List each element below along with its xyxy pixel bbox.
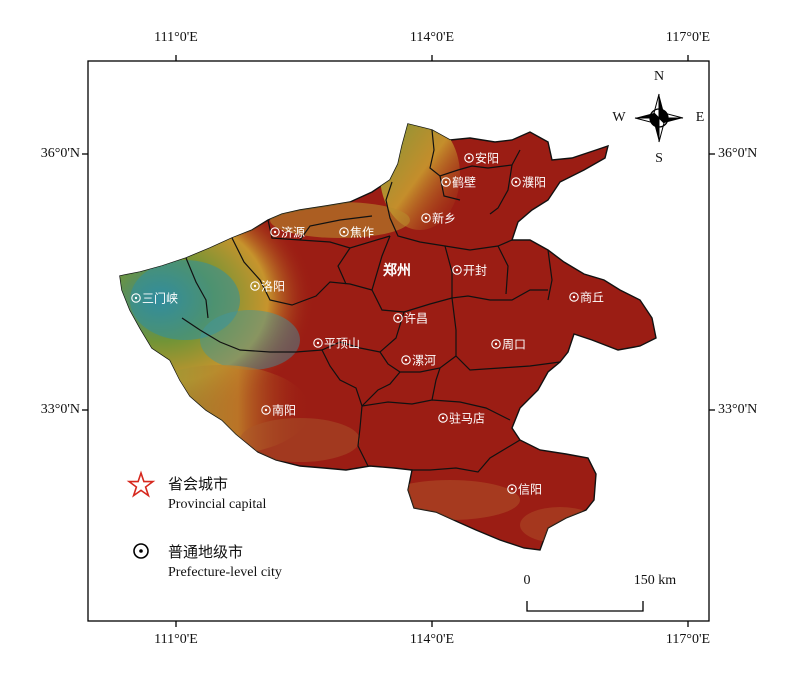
prefecture-city-marker-icon: [131, 293, 141, 303]
prefecture-city-label: 漯河: [412, 353, 437, 368]
prefecture-city-marker-icon: [393, 313, 403, 323]
legend-capital-en: Provincial capital: [168, 497, 267, 512]
legend-prefecture-icon: [133, 543, 149, 559]
top-lon-tick-label: 117°0'E: [665, 30, 711, 45]
right-lat-tick-label: 33°0'N: [718, 402, 758, 417]
prefecture-city-label: 鹤壁: [452, 175, 477, 190]
capital-city-label: 郑州: [383, 264, 411, 279]
prefecture-city-label: 许昌: [404, 311, 429, 326]
prefecture-city-marker-icon: [569, 292, 579, 302]
bottom-lon-tick-label: 117°0'E: [665, 632, 711, 647]
scale-bar: [526, 601, 644, 612]
top-lon-tick-label: 114°0'E: [409, 30, 455, 45]
left-lat-tick-label: 33°0'N: [40, 402, 80, 417]
prefecture-city-marker-icon: [401, 355, 411, 365]
prefecture-boundaries: [181, 129, 561, 473]
legend-prefecture-en: Prefecture-level city: [168, 565, 282, 580]
legend-capital-star-icon: [126, 470, 156, 498]
prefecture-city-label: 开封: [463, 263, 488, 278]
prefecture-city-marker-icon: [511, 177, 521, 187]
prefecture-city-label: 濮阳: [522, 175, 547, 190]
prefecture-city-label: 焦作: [350, 225, 375, 240]
prefecture-city-marker-icon: [438, 413, 448, 423]
prefecture-city-marker-icon: [339, 227, 349, 237]
prefecture-city-label: 济源: [281, 225, 306, 240]
map-frame: [87, 60, 710, 622]
prefecture-city-marker-icon: [250, 281, 260, 291]
prefecture-city-label: 驻马店: [449, 411, 486, 426]
top-lon-tick-label: 111°0'E: [154, 30, 198, 45]
prefecture-city-label: 南阳: [272, 403, 297, 418]
prefecture-city-marker-icon: [261, 405, 271, 415]
bottom-lon-tick-label: 111°0'E: [154, 632, 198, 647]
city-markers: [131, 153, 579, 494]
compass-west-label: W: [612, 110, 626, 125]
bottom-lon-tick-label: 114°0'E: [409, 632, 455, 647]
left-lat-tick-label: 36°0'N: [40, 146, 80, 161]
prefecture-city-label: 安阳: [475, 151, 500, 166]
legend-capital-cn: 省会城市: [168, 477, 229, 493]
scale-end-label: 150 km: [633, 573, 677, 588]
prefecture-city-label: 信阳: [518, 482, 543, 497]
prefecture-city-label: 三门峡: [142, 291, 179, 306]
prefecture-city-marker-icon: [507, 484, 517, 494]
prefecture-city-label: 周口: [502, 337, 527, 352]
scale-start-label: 0: [523, 573, 531, 588]
prefecture-city-label: 平顶山: [324, 336, 361, 351]
prefecture-city-marker-icon: [464, 153, 474, 163]
prefecture-city-marker-icon: [452, 265, 462, 275]
prefecture-city-label: 洛阳: [261, 279, 286, 294]
frame-ticks: [82, 55, 715, 627]
prefecture-city-marker-icon: [441, 177, 451, 187]
compass-north-label: N: [653, 69, 665, 84]
compass-south-label: S: [655, 151, 663, 166]
prefecture-city-marker-icon: [491, 339, 501, 349]
compass-rose: [634, 93, 684, 143]
prefecture-city-marker-icon: [270, 227, 280, 237]
prefecture-city-marker-icon: [421, 213, 431, 223]
right-lat-tick-label: 36°0'N: [718, 146, 758, 161]
compass-east-label: E: [695, 110, 705, 125]
prefecture-city-marker-icon: [313, 338, 323, 348]
legend-prefecture-cn: 普通地级市: [168, 545, 244, 561]
prefecture-city-label: 新乡: [432, 211, 457, 226]
prefecture-city-label: 商丘: [580, 290, 605, 305]
